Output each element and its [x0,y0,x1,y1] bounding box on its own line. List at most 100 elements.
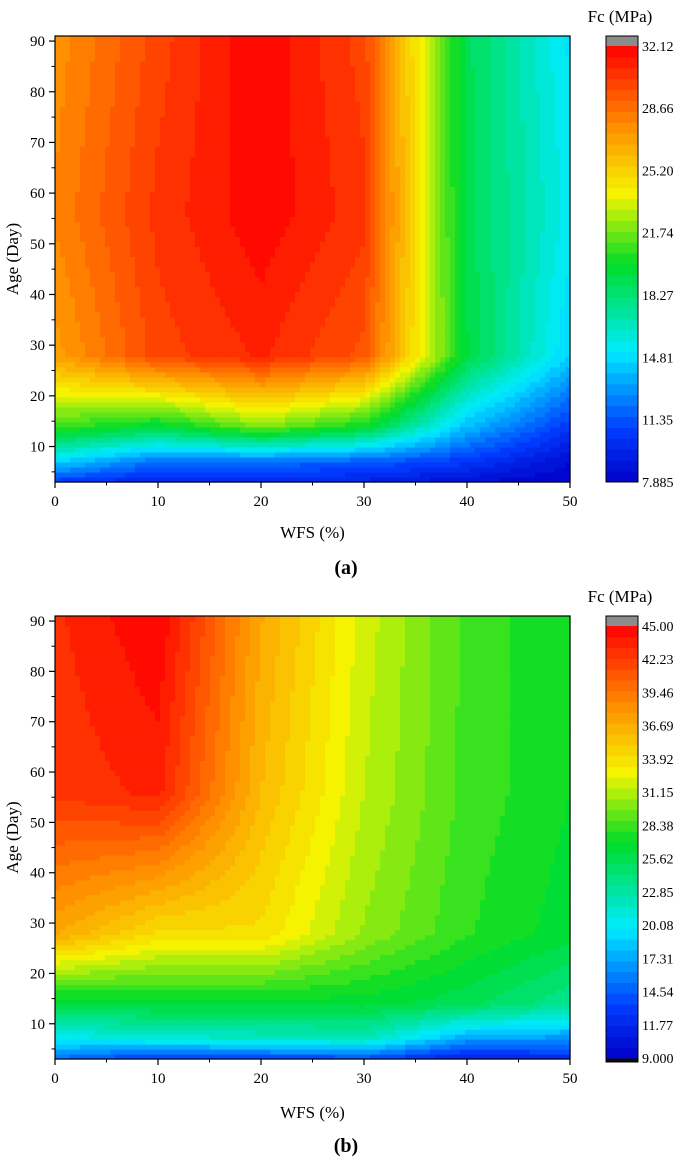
contour-cell [410,281,416,288]
contour-cell [280,356,286,363]
contour-cell [150,286,156,293]
contour-cell [150,406,156,413]
contour-cell [275,351,281,358]
contour-cell [75,416,81,423]
contour-cell [315,346,321,353]
contour-cell [545,451,551,458]
contour-cell [95,381,101,388]
contour-cell [490,326,496,333]
contour-cell [190,356,196,363]
contour-cell [210,471,216,478]
contour-cell [480,346,486,353]
contour-cell [240,371,246,378]
contour-cell [340,321,346,328]
contour-cell [425,246,431,253]
contour-cell [285,421,291,428]
contour-cell [60,236,66,243]
contour-cell [445,321,451,328]
contour-cell [170,236,176,243]
contour-cell [450,361,456,368]
contour-cell [105,341,111,348]
contour-cell [115,246,121,253]
contour-cell [150,251,156,258]
contour-cell [255,286,261,293]
contour-cell [235,376,241,383]
contour-cell [345,311,351,318]
contour-cell [505,316,511,323]
contour-cell [390,251,396,258]
contour-cell [240,341,246,348]
contour-cell [310,351,316,358]
contour-cell [560,426,566,433]
contour-cell [120,436,126,443]
contour-cell [435,296,441,303]
contour-cell [425,256,431,263]
contour-cell [95,256,101,263]
contour-cell [300,281,306,288]
contour-cell [435,416,441,423]
contour-cell [350,476,356,483]
contour-cell [310,236,316,243]
contour-cell [400,371,406,378]
contour-cell [470,356,476,363]
contour-cell [360,296,366,303]
contour-cell [325,326,331,333]
contour-cell [290,266,296,273]
contour-cell [505,431,511,438]
contour-cell [320,461,326,468]
contour-cell [530,261,536,268]
contour-cell [280,366,286,373]
contour-cell [305,256,311,263]
contour-cell [140,396,146,403]
contour-cell [245,471,251,478]
contour-cell [220,296,226,303]
contour-cell [560,406,566,413]
contour-cell [100,336,106,343]
contour-cell [140,296,146,303]
contour-cell [345,476,351,483]
contour-cell [285,326,291,333]
contour-cell [495,381,501,388]
contour-cell [380,266,386,273]
contour-cell [135,356,141,363]
contour-cell [285,316,291,323]
contour-cell [250,241,256,248]
contour-cell [330,296,336,303]
contour-cell [150,381,156,388]
contour-cell [350,431,356,438]
contour-cell [455,451,461,458]
contour-cell [340,281,346,288]
contour-cell [285,381,291,388]
contour-cell [235,446,241,453]
contour-cell [280,386,286,393]
contour-cell [285,391,291,398]
contour-cell [495,376,501,383]
contour-cell [155,381,161,388]
contour-cell [180,321,186,328]
contour-cell [210,401,216,408]
contour-cell [500,331,506,338]
contour-cell [120,356,126,363]
contour-cell [315,281,321,288]
contour-cell [110,376,116,383]
contour-cell [365,331,371,338]
contour-cell [495,471,501,478]
contour-cell [210,331,216,338]
contour-cell [320,431,326,438]
contour-cell [430,331,436,338]
contour-cell [425,356,431,363]
contour-cell [85,361,91,368]
contour-cell [150,366,156,373]
contour-cell [65,346,71,353]
contour-cell [440,301,446,308]
contour-cell [400,261,406,268]
contour-cell [480,366,486,373]
contour-cell [335,336,341,343]
contour-cell [475,246,481,253]
contour-cell [535,451,541,458]
contour-cell [175,256,181,263]
contour-cell [105,376,111,383]
contour-cell [270,306,276,313]
contour-cell [545,371,551,378]
contour-cell [175,461,181,468]
